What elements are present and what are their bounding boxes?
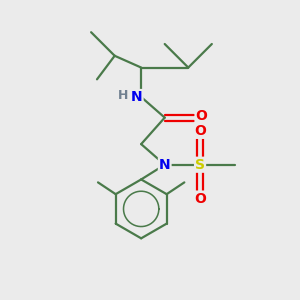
Text: H: H: [118, 89, 129, 102]
Text: O: O: [194, 192, 206, 206]
Text: N: N: [131, 90, 142, 104]
Text: O: O: [196, 109, 208, 123]
Text: O: O: [194, 124, 206, 138]
Text: N: N: [159, 158, 170, 172]
Text: S: S: [195, 158, 205, 172]
